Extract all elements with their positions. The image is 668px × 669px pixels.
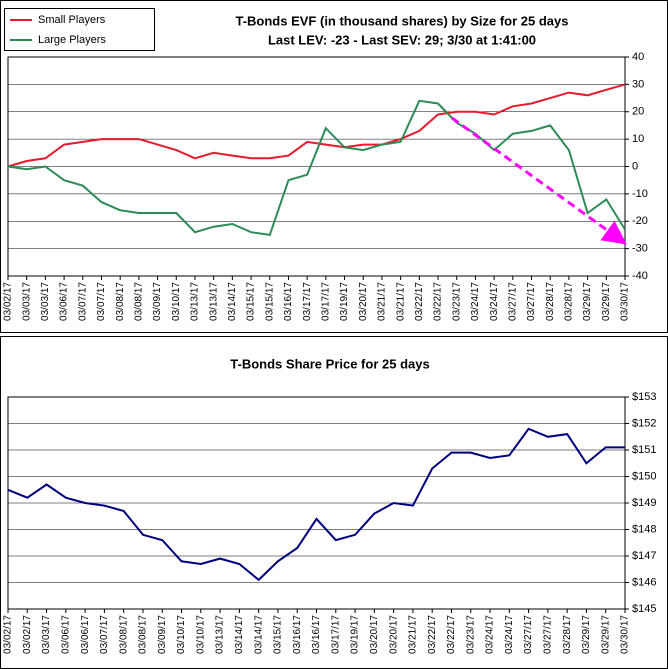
x-tick-label: 03/03/17 (40, 282, 51, 321)
y-tick-label: -40 (632, 270, 648, 282)
x-tick-label: 03/17/17 (330, 615, 341, 654)
y-tick-label: -30 (632, 243, 648, 255)
x-tick-label: 03/13/17 (208, 282, 219, 321)
legend: Small Players Large Players (4, 8, 155, 51)
x-tick-label: 03/03/17 (21, 282, 32, 321)
x-tick-label: 03/02/17 (3, 282, 14, 321)
x-tick-label: 03/30/17 (620, 282, 631, 321)
chart-subtitle: Last LEV: -23 - Last SEV: 29; 3/30 at 1:… (268, 32, 536, 47)
x-tick-label: 03/19/17 (339, 282, 350, 321)
x-tick-label: 03/08/17 (118, 615, 129, 654)
x-tick-label: 03/20/17 (369, 615, 380, 654)
chart-title: T-Bonds Share Price for 25 days (230, 356, 429, 371)
x-tick-label: 03/15/17 (273, 615, 284, 654)
y-tick-label: 30 (632, 78, 644, 90)
x-tick-label: 03/07/17 (96, 282, 107, 321)
x-tick-label: 03/13/17 (215, 615, 226, 654)
y-tick-label: $146 (632, 576, 656, 588)
x-tick-label: 03/28/17 (545, 282, 556, 321)
x-tick-label: 03/27/17 (523, 615, 534, 654)
x-tick-label: 03/29/17 (582, 282, 593, 321)
y-tick-label: $147 (632, 550, 656, 562)
x-tick-label: 03/21/17 (377, 282, 388, 321)
x-tick-label: 03/29/17 (581, 615, 592, 654)
y-tick-label: $148 (632, 523, 656, 535)
x-tick-label: 03/13/17 (190, 282, 201, 321)
y-tick-label: 20 (632, 106, 644, 118)
series-line (7, 99, 626, 237)
y-tick-label: $151 (632, 444, 656, 456)
x-tick-label: 03/06/17 (60, 615, 71, 654)
legend-label: Small Players (38, 14, 106, 26)
x-tick-label: 03/21/17 (395, 282, 406, 321)
chart-title: T-Bonds EVF (in thousand shares) by Size… (235, 13, 568, 28)
x-tick-label: 03/30/17 (620, 615, 631, 654)
series-line (7, 427, 625, 582)
x-tick-label: 03/22/17 (446, 615, 457, 654)
x-tick-label: 03/22/17 (427, 615, 438, 654)
x-tick-label: 03/16/17 (311, 615, 322, 654)
x-tick-label: 03/16/17 (283, 282, 294, 321)
x-tick-label: 03/19/17 (350, 615, 361, 654)
legend-label: Large Players (38, 34, 106, 46)
x-tick-label: 03/23/17 (465, 615, 476, 654)
x-tick-label: 03/07/17 (77, 282, 88, 321)
x-tick-label: 03/17/17 (302, 282, 313, 321)
x-tick-label: 03/09/17 (152, 282, 163, 321)
x-tick-label: 03/10/17 (171, 282, 182, 321)
x-tick-label: 03/02/17 (3, 615, 14, 654)
x-tick-label: 03/10/17 (176, 615, 187, 654)
x-tick-label: 03/24/17 (485, 615, 496, 654)
x-tick-label: 03/22/17 (433, 282, 444, 321)
x-tick-label: 03/28/17 (564, 282, 575, 321)
x-tick-label: 03/16/17 (292, 615, 303, 654)
x-tick-label: 03/20/17 (358, 282, 369, 321)
y-tick-label: $149 (632, 497, 656, 509)
x-tick-label: 03/27/17 (507, 282, 518, 321)
x-tick-label: 03/15/17 (246, 282, 257, 321)
x-tick-label: 03/08/17 (134, 282, 145, 321)
y-tick-label: -20 (632, 215, 648, 227)
y-tick-label: $145 (632, 603, 656, 615)
y-tick-label: $153 (632, 391, 656, 403)
x-tick-label: 03/02/17 (22, 615, 33, 654)
y-tick-label: 0 (632, 160, 638, 172)
x-tick-label: 03/24/17 (489, 282, 500, 321)
y-tick-label: 40 (632, 51, 644, 63)
x-tick-label: 03/22/17 (414, 282, 425, 321)
y-tick-label: 10 (632, 133, 644, 145)
y-tick-label: $152 (632, 417, 656, 429)
x-tick-label: 03/06/17 (59, 282, 70, 321)
x-tick-label: 03/29/17 (600, 615, 611, 654)
x-tick-label: 03/21/17 (408, 615, 419, 654)
x-tick-label: 03/17/17 (320, 282, 331, 321)
y-tick-label: $150 (632, 470, 656, 482)
x-tick-label: 03/24/17 (504, 615, 515, 654)
x-tick-label: 03/03/17 (41, 615, 52, 654)
x-tick-label: 03/24/17 (470, 282, 481, 321)
x-tick-label: 03/29/17 (601, 282, 612, 321)
x-tick-label: 03/20/17 (388, 615, 399, 654)
legend-box (4, 8, 155, 51)
x-tick-label: 03/27/17 (543, 615, 554, 654)
x-tick-label: 03/14/17 (227, 282, 238, 321)
series-line (7, 83, 626, 168)
x-tick-label: 03/15/17 (264, 282, 275, 321)
x-tick-label: 03/10/17 (195, 615, 206, 654)
x-tick-label: 03/06/17 (80, 615, 91, 654)
x-tick-label: 03/23/17 (451, 282, 462, 321)
x-tick-label: 03/28/17 (562, 615, 573, 654)
x-tick-label: 03/09/17 (157, 615, 168, 654)
x-tick-label: 03/08/17 (138, 615, 149, 654)
x-tick-label: 03/14/17 (253, 615, 264, 654)
x-tick-label: 03/08/17 (115, 282, 126, 321)
x-tick-label: 03/27/17 (526, 282, 537, 321)
y-tick-label: -10 (632, 188, 648, 200)
x-tick-label: 03/07/17 (99, 615, 110, 654)
trend-arrow (451, 116, 627, 245)
x-tick-label: 03/14/17 (234, 615, 245, 654)
